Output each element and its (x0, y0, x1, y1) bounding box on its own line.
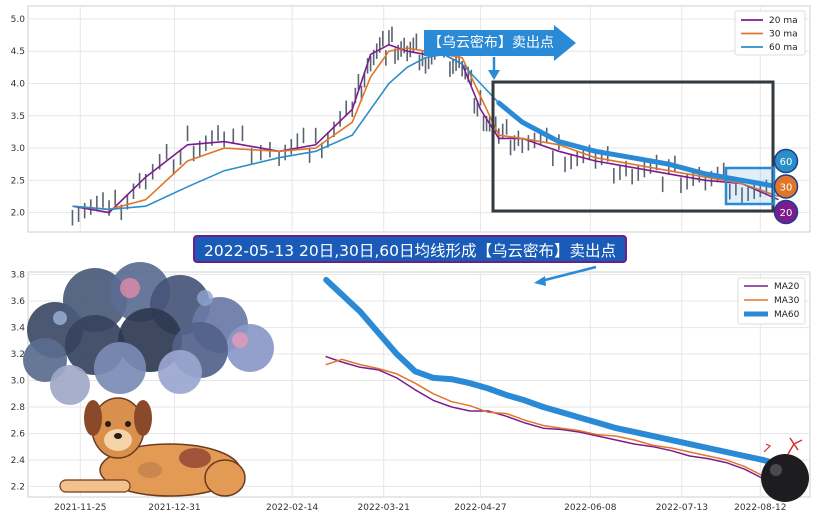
badge-label-30: 30 (780, 183, 793, 194)
bomb-highlight (770, 464, 782, 476)
bottom-x-tick-2021-12-31: 2021-12-31 (148, 503, 200, 513)
top-candles (71, 26, 774, 226)
bottom-x-tick-2022-06-08: 2022-06-08 (564, 503, 617, 513)
bottom-series-ma60 (323, 276, 785, 469)
top-series-60-emphasis (496, 100, 782, 190)
top-y-tick-3-0: 3.0 (11, 144, 26, 154)
dog-right-eye (125, 421, 131, 427)
cloud-puff-12 (50, 365, 90, 405)
top-legend (734, 10, 806, 56)
bottom-x-tick-2021-11-25: 2021-11-25 (54, 503, 106, 513)
bottom-legend-label-ma60: MA60 (774, 310, 800, 320)
bottom-y-tick-2-2: 2.2 (11, 482, 25, 492)
top-legend-label-20-ma: 20 ma (769, 16, 798, 26)
dog-left-eye (105, 421, 111, 427)
callout-down-arrow-head (488, 70, 500, 80)
bottom-x-tick-2022-03-21: 2022-03-21 (358, 503, 410, 513)
bottom-x-tick-2022-07-13: 2022-07-13 (656, 503, 708, 513)
dog-illustration (59, 397, 246, 497)
cloud-puff-11 (158, 350, 202, 394)
top-legend-label-30-ma: 30 ma (769, 30, 798, 40)
bottom-x-tick-2022-02-14: 2022-02-14 (266, 503, 319, 513)
bottom-y-tick-2-4: 2.4 (11, 456, 26, 466)
cloud-puff-10 (94, 342, 146, 394)
dog-hind-leg (204, 459, 246, 497)
badge-label-20: 20 (780, 208, 793, 219)
bottom-y-tick-2-6: 2.6 (11, 429, 26, 439)
bottom-x-tick-2022-08-12: 2022-08-12 (734, 503, 786, 513)
callout-arrow-tip (554, 25, 576, 61)
bomb-spark (787, 437, 803, 455)
top-y-tick-3-5: 3.5 (11, 112, 25, 122)
dog-right-ear (134, 400, 152, 436)
dog-spot-2 (138, 462, 162, 478)
cloud-highlight-1 (232, 332, 248, 348)
cloud-highlight-3 (197, 290, 213, 306)
bomb-body (761, 454, 809, 502)
badge-60 (773, 148, 799, 174)
bottom-x-tick-2022-04-27: 2022-04-27 (454, 503, 506, 513)
cloud-highlight-0 (120, 278, 140, 298)
badge-label-60: 60 (780, 157, 793, 168)
dog-spot-1 (179, 448, 211, 468)
dog-muzzle (104, 429, 132, 451)
bottom-y-tick-2-8: 2.8 (11, 403, 26, 413)
badge-20 (773, 199, 799, 225)
dog-left-ear (84, 400, 102, 436)
bottom-y-tick-3-4: 3.4 (11, 324, 26, 334)
bottom-legend-label-ma30: MA30 (774, 296, 800, 306)
banner-arrow-head (534, 276, 546, 286)
signal-banner: 2022-05-13 20日,30日,60日均线形成【乌云密布】卖出点 (193, 235, 627, 263)
signal-highlight-box (724, 166, 776, 206)
storm-cloud-illustration (23, 262, 274, 405)
bottom-series-ma20 (325, 355, 782, 489)
banner-arrow-shaft (540, 265, 597, 283)
top-legend-label-60-ma: 60 ma (769, 43, 798, 53)
top-chart-panel: 2.0 2.5 3.0 3.5 4.0 4.5 5.0 60 30 20 20 ma 30 ma 60 … (11, 5, 811, 233)
signal-box (491, 80, 775, 213)
cloud-puff-5 (226, 324, 274, 372)
bottom-series-ma30 (325, 358, 782, 485)
badge-30 (773, 174, 799, 199)
cloud-highlight-2 (53, 311, 67, 325)
bottom-y-tick-3-8: 3.8 (11, 271, 26, 281)
bottom-y-tick-3-0: 3.0 (11, 377, 26, 387)
sell-point-callout: 【乌云密布】卖出点 (424, 30, 554, 56)
top-y-tick-2-0: 2.0 (11, 209, 26, 219)
cloud-puff-1 (63, 268, 127, 332)
bomb-spark-2 (763, 443, 772, 453)
dog-nose (114, 433, 122, 439)
decor-layer (23, 262, 809, 502)
top-y-tick-4-5: 4.5 (11, 47, 25, 57)
top-y-tick-2-5: 2.5 (11, 176, 25, 186)
bottom-y-tick-3-2: 3.2 (11, 350, 25, 360)
dog-front-paws (59, 479, 131, 493)
top-y-tick-5-0: 5.0 (11, 15, 26, 25)
bomb-illustration (761, 437, 809, 502)
bottom-legend-label-ma20: MA20 (774, 282, 800, 292)
bottom-y-tick-3-6: 3.6 (11, 297, 26, 307)
top-y-tick-4-0: 4.0 (11, 79, 26, 89)
top-plot-area (27, 5, 811, 233)
